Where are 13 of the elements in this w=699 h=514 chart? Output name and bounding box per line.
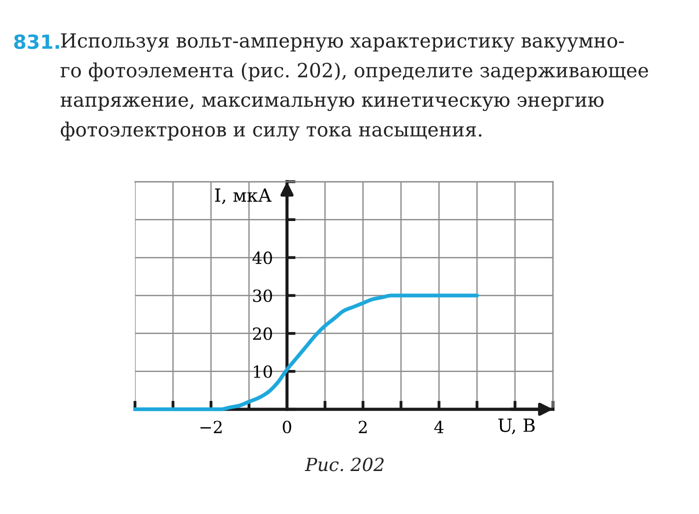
y-tick-label: 30	[253, 289, 272, 302]
x-tick-label: 4	[434, 420, 444, 434]
x-tick-label: 2	[358, 420, 367, 434]
chart-title: Используя вольт-амперную характеристику вакуумно- го фотоэлемента (рис. 202), определите задерживающее напряжение, максимальную кинетическую энергию фотоэлектронов и силу тока насыщения.	[60, 33, 648, 141]
x-tick-label: −2	[200, 420, 222, 434]
y-tick-label: 40	[252, 252, 272, 264]
x-tick-label: 0	[282, 420, 292, 434]
text: Рис. 202	[304, 458, 384, 472]
y-axis-title: I, мкА	[215, 188, 272, 204]
x-axis-title: U, В	[498, 418, 535, 434]
y-tick-label: 20	[253, 327, 272, 340]
y-tick-label: 10	[254, 365, 272, 378]
text: 831.	[14, 34, 59, 50]
